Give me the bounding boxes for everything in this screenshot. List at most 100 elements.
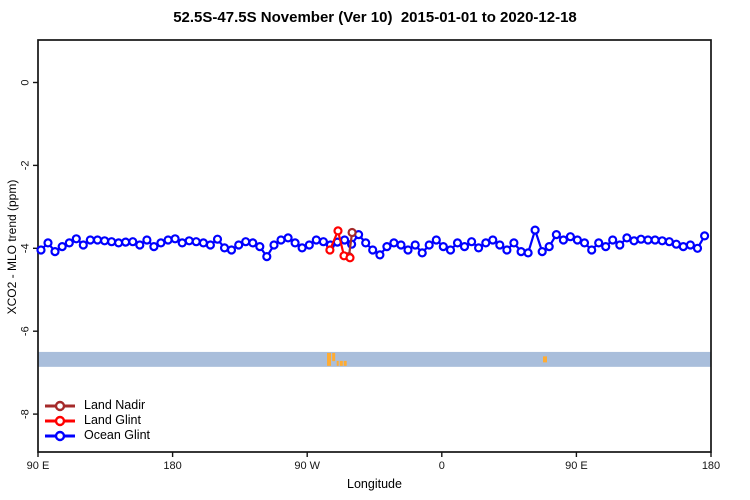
orange-density-mark [542, 356, 547, 363]
ocean-glint-point [297, 243, 307, 253]
ocean-glint-point [650, 235, 660, 245]
ocean-glint-point [156, 238, 166, 248]
ocean-glint-point [636, 234, 646, 244]
x-tick-label: 90 E [27, 460, 50, 472]
orange-density-mark [327, 352, 332, 366]
ocean-glint-point [290, 238, 300, 248]
ocean-glint-point [234, 240, 244, 250]
ocean-glint-point [424, 240, 434, 250]
ocean-glint-point [92, 235, 103, 245]
ocean-glint-point [120, 237, 131, 247]
land-glint-point [325, 245, 335, 255]
ocean-glint-point [142, 235, 152, 245]
ocean-glint-point [622, 233, 632, 243]
ocean-glint-point [283, 233, 293, 243]
ocean-glint-point [361, 238, 371, 248]
ocean-glint-point [699, 231, 710, 241]
y-tick-label: -8 [20, 409, 32, 419]
ocean-glint-point [565, 232, 576, 242]
ocean-glint-point [340, 235, 350, 245]
ocean-glint-point [445, 245, 456, 255]
ocean-glint-point [587, 245, 597, 255]
ocean-glint-point [523, 248, 533, 258]
ocean-glint-point [530, 225, 540, 235]
ocean-glint-point [537, 247, 547, 257]
ocean-glint-point [572, 235, 583, 245]
ocean-glint-point [149, 242, 159, 252]
ocean-glint-point [113, 238, 124, 248]
orange-density-mark [343, 360, 347, 366]
ocean-glint-point [269, 240, 279, 250]
legend: Land Nadir Land Glint Ocean Glint [44, 398, 150, 443]
land-nadir-swatch-icon [45, 400, 75, 411]
legend-item-land-glint: Land Glint [44, 413, 150, 428]
ocean-glint-point [544, 242, 554, 252]
ocean-glint-point [678, 242, 688, 252]
ocean-glint-point [99, 236, 110, 246]
ocean-glint-point [375, 250, 385, 260]
ocean-glint-point [643, 235, 653, 245]
land-glint-swatch-icon [45, 415, 75, 426]
ocean-glint-point [255, 242, 265, 252]
ocean-glint-point [170, 234, 180, 244]
x-tick-label: 180 [702, 460, 720, 472]
ocean-glint-point [459, 242, 470, 252]
ocean-glint-point [594, 238, 604, 248]
ocean-glint-point [488, 235, 498, 245]
ocean-glint-point [71, 234, 81, 244]
chart-title: 52.5S-47.5S November (Ver 10) 2015-01-01… [173, 9, 577, 26]
ocean-glint-point [558, 235, 569, 245]
legend-label-land-nadir: Land Nadir [84, 398, 146, 412]
ocean-glint-point [509, 238, 519, 248]
plot-box [37, 39, 712, 453]
ocean-glint-point [311, 235, 321, 245]
ocean-glint-point [184, 236, 194, 246]
ocean-glint-point [452, 238, 463, 248]
ocean-glint-point [410, 240, 420, 250]
legend-label-ocean-glint: Ocean Glint [84, 428, 151, 442]
x-tick-label: 90 W [294, 460, 320, 472]
ocean-glint-point [502, 245, 512, 255]
x-axis-title: Longitude [347, 477, 402, 491]
y-tick-label: -4 [20, 243, 32, 253]
ocean-glint-point [685, 240, 696, 250]
ocean-glint-point [241, 237, 251, 247]
ocean-glint-point [382, 242, 392, 252]
ocean-glint-point [248, 238, 258, 248]
ocean-glint-point [615, 240, 625, 250]
ocean-glint-point [78, 240, 88, 250]
ocean-glint-point [516, 247, 526, 257]
ocean-glint-point [36, 245, 46, 255]
ocean-glint-point [226, 245, 237, 255]
ocean-glint-point [85, 235, 95, 245]
orange-density-mark [339, 360, 343, 366]
legend-item-ocean-glint: Ocean Glint [44, 428, 150, 443]
ocean-glint-point [135, 240, 145, 250]
legend-label-land-glint: Land Glint [84, 413, 141, 427]
ocean-glint-point [692, 243, 703, 253]
ocean-glint-point [262, 252, 272, 262]
y-tick-label: -2 [20, 161, 32, 171]
land-nadir-point [347, 227, 357, 238]
legend-item-land-nadir: Land Nadir [44, 398, 150, 413]
ocean-glint-point [417, 248, 427, 258]
ocean-glint-point [657, 236, 667, 246]
ocean-glint-point [579, 238, 590, 248]
ocean-glint-point [551, 230, 562, 240]
orange-density-mark [332, 352, 336, 362]
orange-density-mark [336, 360, 339, 366]
ocean-glint-point [629, 236, 639, 246]
ocean-glint-point [431, 235, 441, 245]
y-axis-title: XCO2 - MLO trend (ppm) [5, 179, 19, 315]
ocean-glint-point [50, 247, 60, 257]
ocean-glint-swatch-icon [45, 430, 75, 441]
x-tick-label: 180 [163, 460, 181, 472]
ocean-glint-point [205, 240, 215, 250]
ocean-glint-point [163, 235, 173, 245]
ocean-glint-point [57, 242, 67, 252]
x-tick-label: 0 [439, 460, 445, 472]
y-tick-label: -6 [20, 326, 32, 336]
ocean-glint-point [106, 237, 117, 247]
